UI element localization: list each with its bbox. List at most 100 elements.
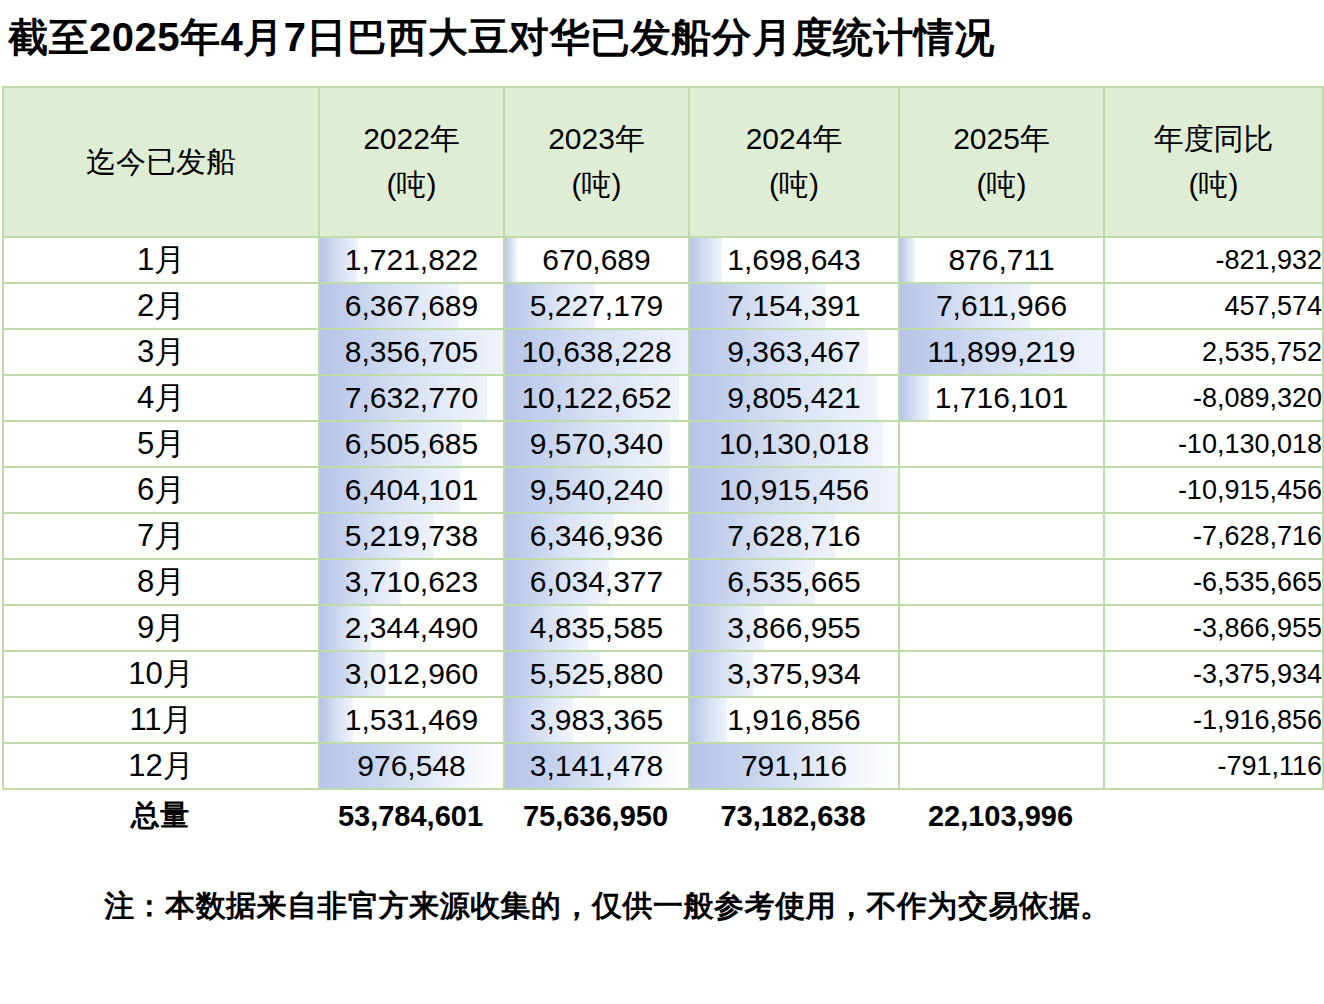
value-cell-2023: 6,034,377 bbox=[504, 559, 689, 605]
month-cell: 10月 bbox=[3, 651, 319, 697]
value-cell-2024: 7,154,391 bbox=[689, 283, 899, 329]
totals-2024: 73,182,638 bbox=[688, 800, 898, 833]
month-cell: 2月 bbox=[3, 283, 319, 329]
value-cell-2024: 10,915,456 bbox=[689, 467, 899, 513]
value-cell-2023: 3,983,365 bbox=[504, 697, 689, 743]
value-cell-2022: 3,012,960 bbox=[319, 651, 504, 697]
value-cell-2025 bbox=[899, 467, 1104, 513]
value-cell-2023: 4,835,585 bbox=[504, 605, 689, 651]
data-bar bbox=[690, 238, 722, 282]
value-cell-2025 bbox=[899, 743, 1104, 789]
value-cell-2024: 10,130,018 bbox=[689, 421, 899, 467]
value-cell-2025 bbox=[899, 651, 1104, 697]
value-cell-2025 bbox=[899, 605, 1104, 651]
value-cell-2023: 5,525,880 bbox=[504, 651, 689, 697]
value-cell-2022: 5,219,738 bbox=[319, 513, 504, 559]
footnote: 注：本数据来自非官方来源收集的，仅供一般参考使用，不作为交易依据。 bbox=[104, 886, 1324, 927]
month-cell: 5月 bbox=[3, 421, 319, 467]
table-row: 4月 7,632,770 10,122,652 9,805,421 1,716,… bbox=[3, 375, 1323, 421]
value-cell-2022: 1,721,822 bbox=[319, 237, 504, 283]
yoy-cell: -1,916,856 bbox=[1104, 697, 1323, 743]
header-yoy: 年度同比 (吨) bbox=[1104, 87, 1323, 237]
table-row: 10月 3,012,960 5,525,880 3,375,934 -3,375… bbox=[3, 651, 1323, 697]
value-cell-2023: 5,227,179 bbox=[504, 283, 689, 329]
month-cell: 4月 bbox=[3, 375, 319, 421]
value-cell-2024: 7,628,716 bbox=[689, 513, 899, 559]
data-bar bbox=[505, 238, 517, 282]
value-cell-2025 bbox=[899, 559, 1104, 605]
value-cell-2025: 11,899,219 bbox=[899, 329, 1104, 375]
table-row: 11月 1,531,469 3,983,365 1,916,856 -1,916… bbox=[3, 697, 1323, 743]
value-cell-2024: 1,916,856 bbox=[689, 697, 899, 743]
value-cell-2022: 3,710,623 bbox=[319, 559, 504, 605]
value-cell-2024: 9,363,467 bbox=[689, 329, 899, 375]
value-cell-2022: 2,344,490 bbox=[319, 605, 504, 651]
table-row: 9月 2,344,490 4,835,585 3,866,955 -3,866,… bbox=[3, 605, 1323, 651]
shipment-table: 迄今已发船 2022年 (吨) 2023年 (吨) 2024年 (吨) 2025… bbox=[2, 86, 1324, 790]
value-cell-2024: 791,116 bbox=[689, 743, 899, 789]
yoy-cell: -10,130,018 bbox=[1104, 421, 1323, 467]
page-title: 截至2025年4月7日巴西大豆对华已发船分月度统计情况 bbox=[0, 0, 1324, 62]
month-cell: 12月 bbox=[3, 743, 319, 789]
value-cell-2024: 3,866,955 bbox=[689, 605, 899, 651]
totals-2023: 75,636,950 bbox=[503, 800, 688, 833]
value-cell-2024: 6,535,665 bbox=[689, 559, 899, 605]
month-cell: 1月 bbox=[3, 237, 319, 283]
value-cell-2023: 3,141,478 bbox=[504, 743, 689, 789]
yoy-cell: -3,866,955 bbox=[1104, 605, 1323, 651]
table-row: 2月 6,367,689 5,227,179 7,154,391 7,611,9… bbox=[3, 283, 1323, 329]
value-cell-2025 bbox=[899, 513, 1104, 559]
value-cell-2023: 10,122,652 bbox=[504, 375, 689, 421]
value-cell-2024: 1,698,643 bbox=[689, 237, 899, 283]
value-cell-2025: 1,716,101 bbox=[899, 375, 1104, 421]
header-year-2022: 2022年 (吨) bbox=[319, 87, 504, 237]
yoy-cell: -3,375,934 bbox=[1104, 651, 1323, 697]
table-row: 1月 1,721,822 670,689 1,698,643 876,711 -… bbox=[3, 237, 1323, 283]
value-cell-2022: 1,531,469 bbox=[319, 697, 504, 743]
value-cell-2022: 7,632,770 bbox=[319, 375, 504, 421]
value-cell-2022: 6,367,689 bbox=[319, 283, 504, 329]
value-cell-2022: 6,505,685 bbox=[319, 421, 504, 467]
totals-row: 总量 53,784,601 75,636,950 73,182,638 22,1… bbox=[2, 790, 1322, 842]
value-cell-2024: 9,805,421 bbox=[689, 375, 899, 421]
value-cell-2023: 9,540,240 bbox=[504, 467, 689, 513]
value-cell-2025 bbox=[899, 697, 1104, 743]
month-cell: 11月 bbox=[3, 697, 319, 743]
table-row: 3月 8,356,705 10,638,228 9,363,467 11,899… bbox=[3, 329, 1323, 375]
month-cell: 6月 bbox=[3, 467, 319, 513]
data-bar bbox=[900, 376, 929, 420]
yoy-cell: -6,535,665 bbox=[1104, 559, 1323, 605]
value-cell-2023: 9,570,340 bbox=[504, 421, 689, 467]
header-shipped-to-date: 迄今已发船 bbox=[3, 87, 319, 237]
month-cell: 8月 bbox=[3, 559, 319, 605]
table-body: 1月 1,721,822 670,689 1,698,643 876,711 -… bbox=[3, 237, 1323, 789]
yoy-cell: -8,089,320 bbox=[1104, 375, 1323, 421]
month-cell: 7月 bbox=[3, 513, 319, 559]
table-row: 5月 6,505,685 9,570,340 10,130,018 -10,13… bbox=[3, 421, 1323, 467]
value-cell-2025 bbox=[899, 421, 1104, 467]
value-cell-2025: 7,611,966 bbox=[899, 283, 1104, 329]
value-cell-2022: 6,404,101 bbox=[319, 467, 504, 513]
yoy-cell: -821,932 bbox=[1104, 237, 1323, 283]
totals-label: 总量 bbox=[2, 796, 318, 836]
yoy-cell: -10,915,456 bbox=[1104, 467, 1323, 513]
value-cell-2022: 976,548 bbox=[319, 743, 504, 789]
value-cell-2024: 3,375,934 bbox=[689, 651, 899, 697]
header-year-2025: 2025年 (吨) bbox=[899, 87, 1104, 237]
value-cell-2023: 6,346,936 bbox=[504, 513, 689, 559]
table-row: 8月 3,710,623 6,034,377 6,535,665 -6,535,… bbox=[3, 559, 1323, 605]
yoy-cell: 2,535,752 bbox=[1104, 329, 1323, 375]
table-row: 7月 5,219,738 6,346,936 7,628,716 -7,628,… bbox=[3, 513, 1323, 559]
yoy-cell: -7,628,716 bbox=[1104, 513, 1323, 559]
yoy-cell: -791,116 bbox=[1104, 743, 1323, 789]
table-header: 迄今已发船 2022年 (吨) 2023年 (吨) 2024年 (吨) 2025… bbox=[3, 87, 1323, 237]
header-year-2023: 2023年 (吨) bbox=[504, 87, 689, 237]
yoy-cell: 457,574 bbox=[1104, 283, 1323, 329]
value-cell-2022: 8,356,705 bbox=[319, 329, 504, 375]
totals-2022: 53,784,601 bbox=[318, 800, 503, 833]
data-bar bbox=[900, 238, 915, 282]
header-row: 迄今已发船 2022年 (吨) 2023年 (吨) 2024年 (吨) 2025… bbox=[3, 87, 1323, 237]
month-cell: 9月 bbox=[3, 605, 319, 651]
month-cell: 3月 bbox=[3, 329, 319, 375]
data-bar bbox=[690, 698, 727, 742]
